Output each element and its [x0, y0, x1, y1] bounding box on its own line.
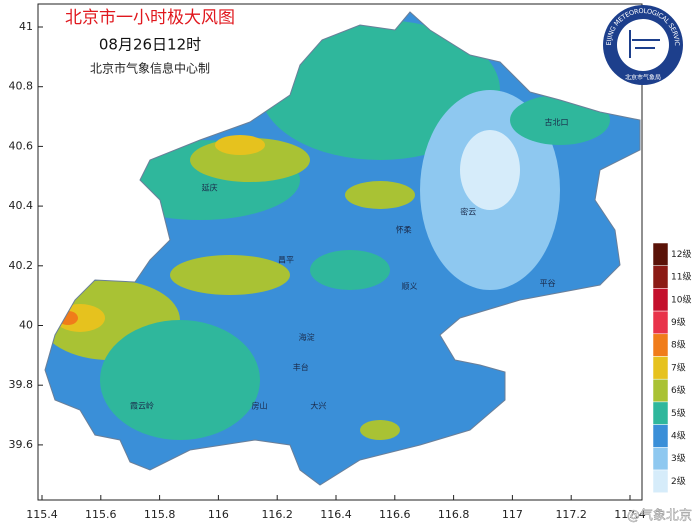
legend-swatch	[652, 469, 669, 493]
place-label: 古北口	[545, 117, 569, 127]
legend-label: 4级	[671, 429, 686, 441]
legend-label: 5级	[671, 407, 686, 419]
issuer: 北京市气象信息中心制	[90, 61, 210, 76]
place-label: 大兴	[310, 401, 326, 411]
logo-mark	[629, 30, 660, 58]
lat-tick-label: 39.6	[9, 438, 34, 451]
legend-swatch	[652, 310, 669, 335]
axis-ticks: 41 40.8 40.6 40.4 40.2 40 39.8 39.6 115.4 115.6 11…	[9, 20, 646, 521]
lon-tick-label: 116.6	[379, 508, 411, 521]
legend: 12级 11级 10级 9级 8级 7级 6级 5级 4级 3级 2级	[652, 242, 691, 493]
legend-swatch	[652, 378, 669, 403]
place-label: 顺义	[402, 282, 418, 291]
time: 08月26日12时	[99, 36, 201, 54]
legend-label: 3级	[671, 452, 686, 464]
lon-tick-label: 116.4	[320, 508, 352, 521]
place-label: 怀柔	[396, 224, 412, 234]
place-label: 丰台	[293, 362, 309, 372]
lon-tick-label: 115.6	[85, 508, 117, 521]
lon-tick-label: 117.2	[555, 508, 587, 521]
lat-tick-label: 40.6	[9, 139, 34, 152]
legend-swatch	[652, 333, 669, 357]
legend-swatch	[652, 288, 669, 312]
place-label: 平谷	[540, 279, 556, 288]
lat-tick-label: 39.8	[9, 378, 34, 391]
watermark: @气象北京	[627, 508, 692, 524]
title: 北京市一小时极大风图	[65, 8, 235, 28]
legend-label: 7级	[671, 361, 686, 373]
logo-inner	[617, 19, 669, 71]
logo-name: 北京市气象局	[625, 74, 661, 82]
legend-label: 10级	[671, 293, 691, 305]
field-6	[170, 255, 290, 295]
lat-tick-label: 41	[19, 20, 33, 33]
field-5	[310, 250, 390, 290]
legend-label: 2级	[671, 475, 686, 487]
place-label: 延庆	[202, 183, 218, 193]
lon-tick-label: 117.4	[614, 508, 646, 521]
legend-label: 12级	[671, 248, 691, 260]
field-2	[460, 130, 520, 210]
place-label: 海淀	[299, 332, 315, 342]
place-label: 房山	[252, 401, 268, 411]
lat-tick-label: 40	[19, 319, 33, 332]
lon-tick-label: 116.8	[438, 508, 470, 521]
lat-tick-label: 40.4	[9, 199, 34, 212]
legend-swatch	[652, 424, 669, 448]
place-label: 昌平	[278, 255, 294, 264]
place-label: 密云	[460, 207, 476, 217]
lon-tick-label: 115.8	[144, 508, 176, 521]
legend-label: 11级	[671, 271, 691, 283]
lat-tick-label: 40.2	[9, 259, 34, 272]
lon-tick-label: 117	[502, 508, 523, 521]
field-5	[100, 320, 260, 440]
lon-tick-label: 115.4	[26, 508, 58, 521]
legend-label: 8级	[671, 339, 686, 351]
place-label: 霞云岭	[130, 401, 154, 411]
legend-swatch	[652, 265, 669, 289]
legend-swatch	[652, 401, 669, 425]
field-6	[345, 181, 415, 209]
lat-tick-label: 40.8	[9, 80, 34, 93]
lon-tick-label: 116.2	[261, 508, 293, 521]
lon-tick-label: 116	[208, 508, 229, 521]
field-7	[215, 135, 265, 155]
legend-swatch	[652, 356, 669, 380]
legend-label: 9级	[671, 316, 686, 328]
legend-swatch	[652, 242, 669, 266]
field-6	[360, 420, 400, 440]
legend-swatch	[652, 447, 669, 471]
legend-label: 6级	[671, 384, 686, 396]
